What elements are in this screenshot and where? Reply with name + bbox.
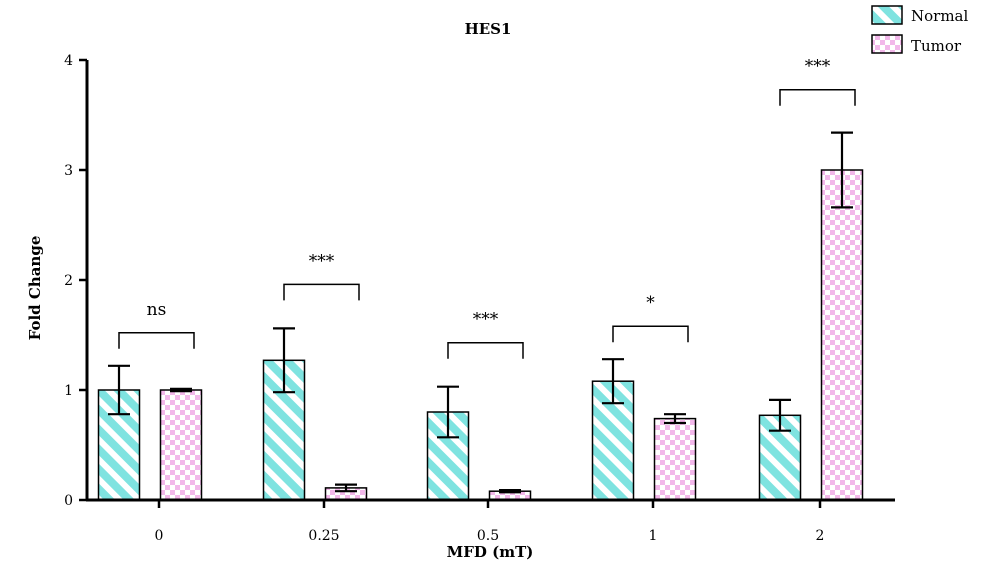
- y-tick-label-4: 4: [64, 53, 73, 69]
- chart-title: HES1: [465, 20, 512, 38]
- error-bar-normal-2: [437, 385, 459, 439]
- error-bar-tumor-2: [499, 489, 521, 494]
- error-bar-tumor-3: [664, 413, 686, 425]
- bar-normal-3: [591, 380, 635, 501]
- legend-swatch-tumor: [871, 34, 903, 54]
- error-bar-normal-4: [769, 398, 791, 432]
- significance-label-1: ***: [309, 251, 335, 271]
- significance-label-4: ***: [805, 57, 831, 77]
- y-tick-label-1: 1: [64, 383, 73, 399]
- error-bars-group: [108, 131, 853, 494]
- y-ticks-group: 0 1 2 3 4: [64, 53, 87, 509]
- y-tick-label-2: 2: [64, 273, 73, 289]
- y-tick-label-0: 0: [64, 493, 73, 509]
- legend: Normal Tumor: [871, 5, 968, 55]
- x-tick-label-2: 0.5: [477, 528, 499, 544]
- x-axis-label: MFD (mT): [447, 543, 534, 561]
- significance-label-0: ns: [147, 300, 167, 320]
- bar-tumor-4: [820, 169, 864, 501]
- significance-bracket-3: *: [612, 293, 689, 343]
- legend-label-tumor: Tumor: [911, 37, 962, 55]
- error-bar-normal-0: [108, 364, 130, 416]
- x-tick-label-0: 0: [155, 528, 164, 544]
- significance-label-2: ***: [473, 310, 499, 330]
- significance-bracket-1: ***: [283, 251, 360, 301]
- bar-tumor-3: [653, 417, 697, 501]
- significance-bracket-4: ***: [779, 57, 856, 106]
- error-bar-tumor-0: [170, 387, 192, 393]
- legend-swatch-normal: [871, 5, 903, 25]
- significance-label-3: *: [646, 293, 655, 313]
- x-ticks-group: 0 0.25 0.5 1 2: [155, 500, 825, 544]
- y-axis-label: Fold Change: [26, 236, 44, 341]
- legend-label-normal: Normal: [911, 7, 968, 25]
- x-tick-label-3: 1: [649, 528, 658, 544]
- significance-bracket-0: ns: [118, 300, 195, 349]
- bar-tumor-0: [159, 389, 203, 501]
- significance-bracket-2: ***: [447, 310, 524, 359]
- error-bar-normal-1: [273, 327, 295, 394]
- error-bar-normal-3: [602, 358, 624, 405]
- significance-group: ns**********: [118, 57, 856, 359]
- bars-group: [97, 169, 864, 501]
- error-bar-tumor-4: [831, 131, 853, 209]
- x-tick-label-1: 0.25: [308, 528, 339, 544]
- error-bar-tumor-1: [335, 483, 357, 493]
- y-tick-label-3: 3: [64, 163, 73, 179]
- x-tick-label-4: 2: [816, 528, 825, 544]
